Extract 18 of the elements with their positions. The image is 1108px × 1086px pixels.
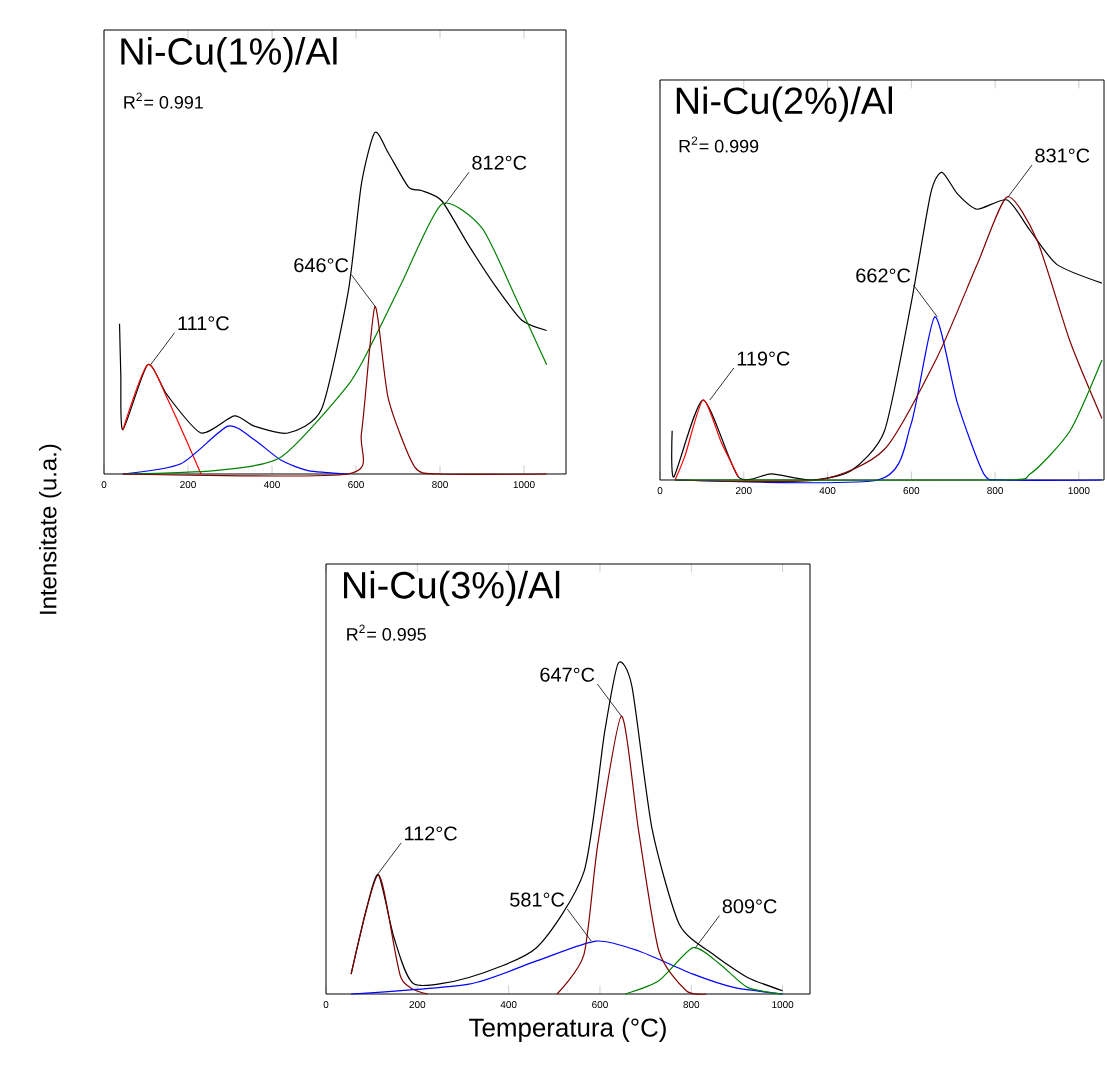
text: R$^{2}$= 0.991 xyxy=(124,92,203,109)
annotation: 662°C xyxy=(856,268,911,283)
annotation: 112°C xyxy=(405,826,457,841)
annotation: 812°C xyxy=(472,155,527,170)
text: R$^{2}$= 0.999 xyxy=(679,136,759,153)
annotation: 581°C xyxy=(510,892,565,907)
annotation: 647°C xyxy=(540,667,595,682)
text: R$^{2}$= 0.995 xyxy=(347,624,426,641)
annotation: 646°C xyxy=(294,258,349,273)
chart-title: Ni-Cu(3%)/Al xyxy=(344,570,560,607)
annotation: 831°C xyxy=(1035,148,1090,163)
annotation: 119°C xyxy=(737,351,790,366)
chart-title: Ni-Cu(2%)/Al xyxy=(676,86,893,122)
y-axis-title: Intensitate (u.a.) xyxy=(38,444,62,614)
chart-title: Ni-Cu(1%)/Al xyxy=(121,37,337,73)
x-axis-title: Temperatura (°C) xyxy=(469,1017,666,1042)
annotation: 111°C xyxy=(178,316,229,331)
annotation: 809°C xyxy=(722,899,777,914)
